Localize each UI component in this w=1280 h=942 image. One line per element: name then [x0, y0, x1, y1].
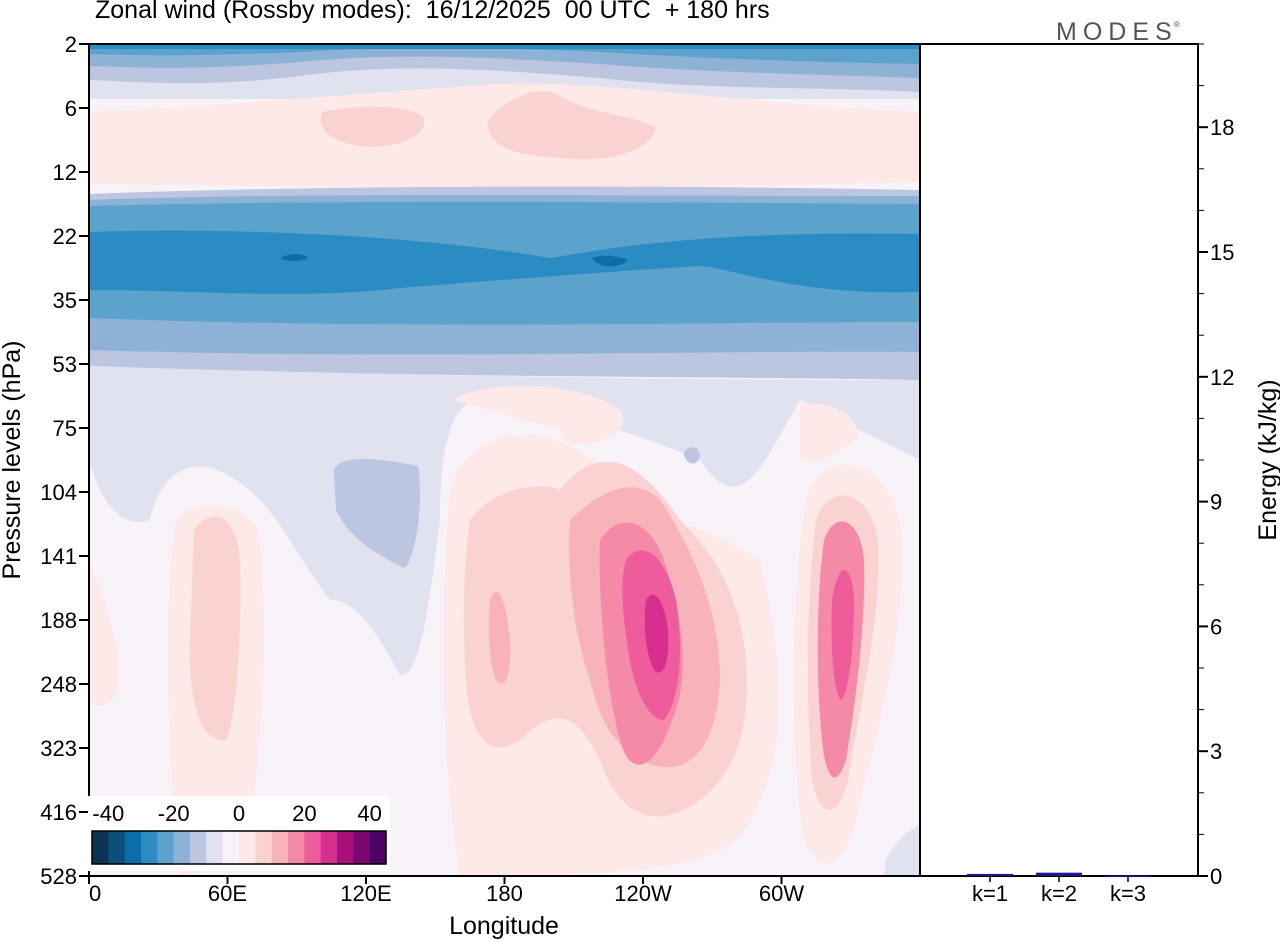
y-axis-title: Pressure levels (hPa): [0, 341, 26, 580]
colorbar-swatch: [304, 831, 322, 864]
energy-tick-label: 3: [1210, 739, 1222, 764]
x-tick-label: 60E: [208, 881, 247, 906]
colorbar: -40 -20 0 20 40: [88, 796, 390, 871]
colorbar-tick-label: -40: [92, 801, 124, 826]
y-tick-label: 53: [53, 352, 77, 377]
y-tick-label: 323: [40, 736, 77, 761]
colorbar-swatch: [141, 831, 158, 864]
colorbar-tick-label: 0: [233, 801, 245, 826]
heatmap-field: [89, 44, 920, 876]
energy-bar: [1036, 872, 1082, 876]
y-tick-label: 35: [53, 288, 77, 313]
y-tick-label: 188: [40, 608, 77, 633]
energy-category-label: k=1: [972, 881, 1008, 906]
colorbar-swatch: [190, 831, 207, 864]
x-tick-label: 120W: [614, 881, 672, 906]
colorbar-swatch: [157, 831, 175, 864]
y-tick-label: 528: [40, 864, 77, 889]
energy-tick-label: 6: [1210, 614, 1222, 639]
y-tick-label: 248: [40, 672, 77, 697]
colorbar-swatch: [108, 831, 126, 864]
energy-bars: k=1 k=2 k=3: [967, 872, 1151, 906]
colorbar-swatch: [255, 831, 273, 864]
energy-tick-label: 0: [1210, 864, 1222, 889]
energy-axis-title: Energy (kJ/kg): [1254, 379, 1280, 540]
x-tick-label: 60W: [759, 881, 804, 906]
colorbar-tick-label: 40: [357, 801, 381, 826]
y-tick-label: 75: [53, 416, 77, 441]
energy-tick-label: 18: [1210, 115, 1234, 140]
energy-category-label: k=2: [1041, 881, 1077, 906]
modes-logo: MODES®: [1056, 18, 1184, 47]
x-tick-label: 180: [486, 881, 523, 906]
y-tick-label: 141: [40, 544, 77, 569]
y-tick-label: 2: [65, 32, 77, 57]
colorbar-swatch: [222, 831, 240, 864]
y-tick-label: 416: [40, 800, 77, 825]
colorbar-swatch: [124, 831, 142, 864]
logo-text: MODES: [1056, 18, 1178, 46]
x-tick-label: 0: [89, 881, 101, 906]
colorbar-swatch: [239, 831, 256, 864]
colorbar-swatch: [206, 831, 224, 864]
chart-title: Zonal wind (Rossby modes): 16/12/2025 00…: [95, 0, 770, 24]
colorbar-swatch: [173, 831, 191, 864]
energy-tick-label: 15: [1210, 240, 1234, 265]
x-axis-title: Longitude: [449, 912, 559, 940]
colorbar-swatch: [369, 831, 387, 864]
energy-tick-label: 9: [1210, 490, 1222, 515]
colorbar-swatch: [353, 831, 371, 864]
colorbar-swatch: [288, 831, 305, 864]
registered-mark: ®: [1173, 20, 1180, 29]
energy-bar: [967, 873, 1013, 876]
colorbar-swatch: [92, 831, 109, 864]
colorbar-tick-label: -20: [158, 801, 190, 826]
colorbar-swatch: [271, 831, 289, 864]
energy-tick-label: 12: [1210, 365, 1234, 390]
y-tick-label: 22: [53, 224, 77, 249]
y-tick-label: 12: [53, 160, 77, 185]
energy-panel-frame: [919, 43, 1199, 877]
y-tick-label: 6: [65, 96, 77, 121]
colorbar-swatch: [337, 831, 354, 864]
x-axis-ticks: 0 60E 120E 180 120W 60W: [88, 876, 804, 906]
y-axis-ticks: 2 6 12 22 35 53 75 104 141 188 248 323 416 528: [40, 32, 89, 889]
x-tick-label: 120E: [340, 881, 391, 906]
y-tick-label: 104: [40, 480, 77, 505]
colorbar-frame: [91, 830, 387, 865]
energy-category-label: k=3: [1110, 881, 1146, 906]
colorbar-swatch: [320, 831, 338, 864]
energy-axis-ticks: 0 3 6 9 12 15 18: [1198, 43, 1234, 889]
colorbar-tick-label: 20: [292, 801, 316, 826]
